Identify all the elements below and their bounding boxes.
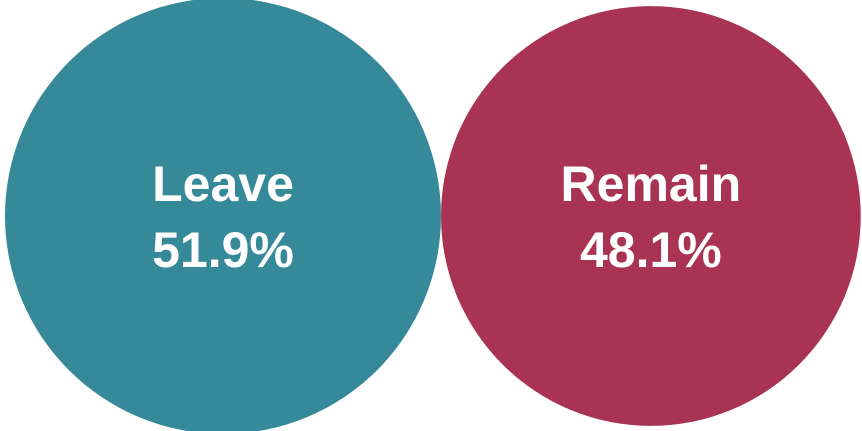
bubble-label: Leave (152, 156, 294, 212)
bubble-value: 51.9% (152, 222, 294, 278)
bubble-label: Remain (561, 156, 742, 212)
bubble-value: 48.1% (580, 222, 722, 278)
bubble (5, 0, 441, 431)
bubble (440, 6, 861, 426)
